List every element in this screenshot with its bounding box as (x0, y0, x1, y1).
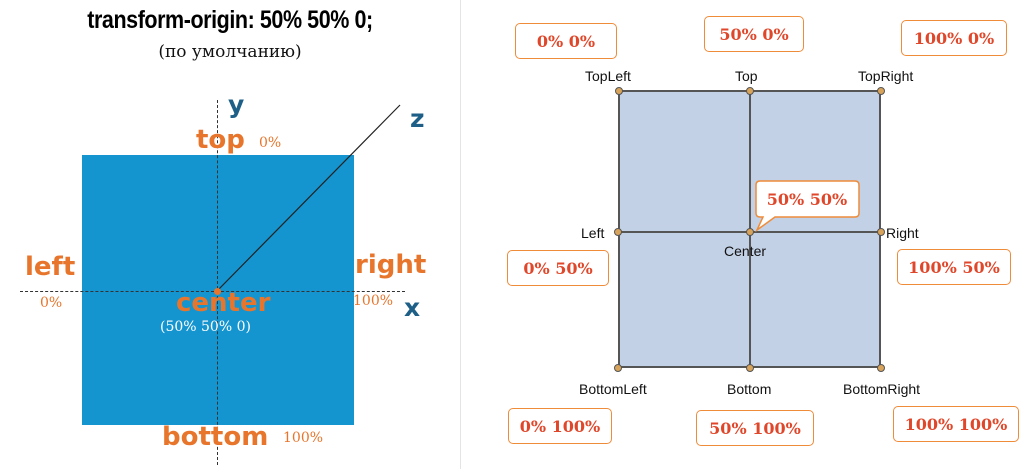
point-top-left (615, 87, 623, 95)
value-left: 0% 50% (507, 250, 609, 286)
point-label-top-left: TopLeft (585, 68, 631, 84)
transform-origin-illustration: transform-origin: 50% 50% 0; (по умолчан… (0, 0, 460, 469)
left-percent: 0% (40, 295, 63, 311)
y-axis-label: y (228, 90, 245, 119)
point-bottom-left (614, 364, 622, 372)
value-right: 100% 50% (897, 249, 1011, 285)
point-right (877, 228, 885, 236)
point-label-top-right: TopRight (858, 68, 914, 84)
point-left (614, 228, 622, 236)
x-axis-line (20, 291, 405, 292)
z-axis-label: z (410, 104, 425, 133)
value-top-left: 0% 0% (515, 23, 617, 59)
point-label-top: Top (735, 68, 758, 84)
bottom-label: bottom (162, 422, 269, 452)
top-percent: 0% (259, 135, 282, 151)
value-top: 50% 0% (704, 16, 804, 52)
diagram-title: transform-origin: 50% 50% 0; (87, 6, 373, 34)
bottom-percent: 100% (283, 430, 324, 446)
y-axis-line (217, 100, 218, 465)
point-center (746, 228, 754, 236)
point-label-center: Center (724, 243, 767, 259)
value-top-right: 100% 0% (901, 20, 1007, 56)
point-top-right (877, 87, 885, 95)
point-bottom (746, 364, 754, 372)
center-label: center (176, 288, 271, 318)
value-center: 50% 50% (766, 189, 848, 209)
z-axis-line (216, 104, 401, 292)
diagram-subtitle: (по умолчанию) (158, 42, 302, 62)
top-label: top (196, 125, 245, 155)
point-label-bottom-right: BottomRight (843, 381, 921, 397)
point-label-bottom-left: BottomLeft (579, 381, 647, 397)
x-axis-label: x (404, 293, 421, 322)
value-bottom-left: 0% 100% (508, 408, 612, 444)
value-bottom: 50% 100% (696, 410, 814, 446)
point-label-bottom: Bottom (727, 381, 772, 397)
value-bottom-right: 100% 100% (893, 406, 1019, 442)
point-label-left: Left (581, 225, 605, 241)
point-label-right: Right (886, 225, 919, 241)
left-label: left (25, 252, 76, 282)
point-top (746, 87, 754, 95)
point-bottom-right (877, 364, 885, 372)
panel-divider (460, 0, 461, 469)
center-values: (50% 50% 0) (160, 319, 251, 335)
right-percent: 100% (353, 293, 394, 309)
origin-point (214, 288, 221, 295)
right-label: right (355, 250, 427, 280)
